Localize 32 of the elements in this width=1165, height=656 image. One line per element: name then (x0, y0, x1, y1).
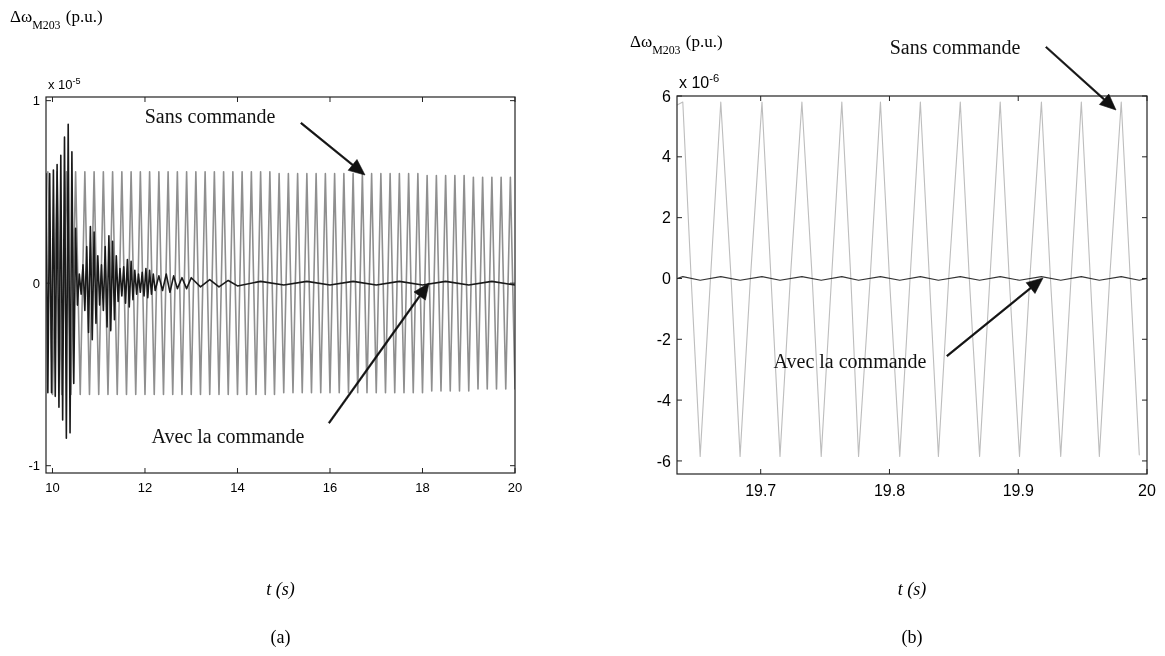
text: x 10$^{-6}$ (679, 72, 720, 91)
y-tick-label: -6 (656, 452, 672, 470)
x-tick-label: 16 (322, 480, 338, 495)
x-axis-title: t (s) (266, 579, 295, 600)
text: Sans commande (889, 36, 1021, 58)
x-tick-label: 20 (507, 480, 523, 495)
text: (a) (270, 627, 291, 648)
annotation: Sans commande (144, 105, 276, 127)
x-tick-label: 18 (415, 480, 430, 495)
x-tick-label: 19.9 (1002, 482, 1034, 499)
annotation: Avec la commande (773, 350, 927, 372)
y-tick-label: 0 (32, 275, 40, 291)
text: (b) (901, 627, 923, 648)
y-tick-label: 2 (662, 209, 672, 227)
y-tick-label: 1 (32, 93, 40, 109)
y-tick-label: 4 (662, 148, 672, 166)
y-tick-label: 6 (662, 87, 672, 105)
annotation: Avec la commande (151, 425, 305, 447)
x-axis-title: t (s) (897, 579, 927, 600)
x-tick-label: 20 (1138, 482, 1156, 499)
y-axis-title: Δω$_{M203}$ (p.u.) (630, 32, 723, 57)
x-tick-label: 12 (137, 480, 153, 495)
y-tick-label: 0 (662, 270, 672, 288)
y-tick-label: -4 (656, 391, 672, 409)
x-tick-label: 19.8 (873, 482, 906, 499)
x-tick-label: 19.7 (745, 482, 777, 499)
y-tick-label: -2 (656, 330, 672, 348)
y-tick-label: -1 (28, 458, 40, 474)
y-axis-title: Δω$_{M203}$ (p.u.) (10, 7, 103, 32)
x-tick-label: 14 (230, 480, 245, 495)
x-tick-label: 10 (45, 480, 60, 495)
text: x 10$^{-5}$ (48, 76, 81, 92)
